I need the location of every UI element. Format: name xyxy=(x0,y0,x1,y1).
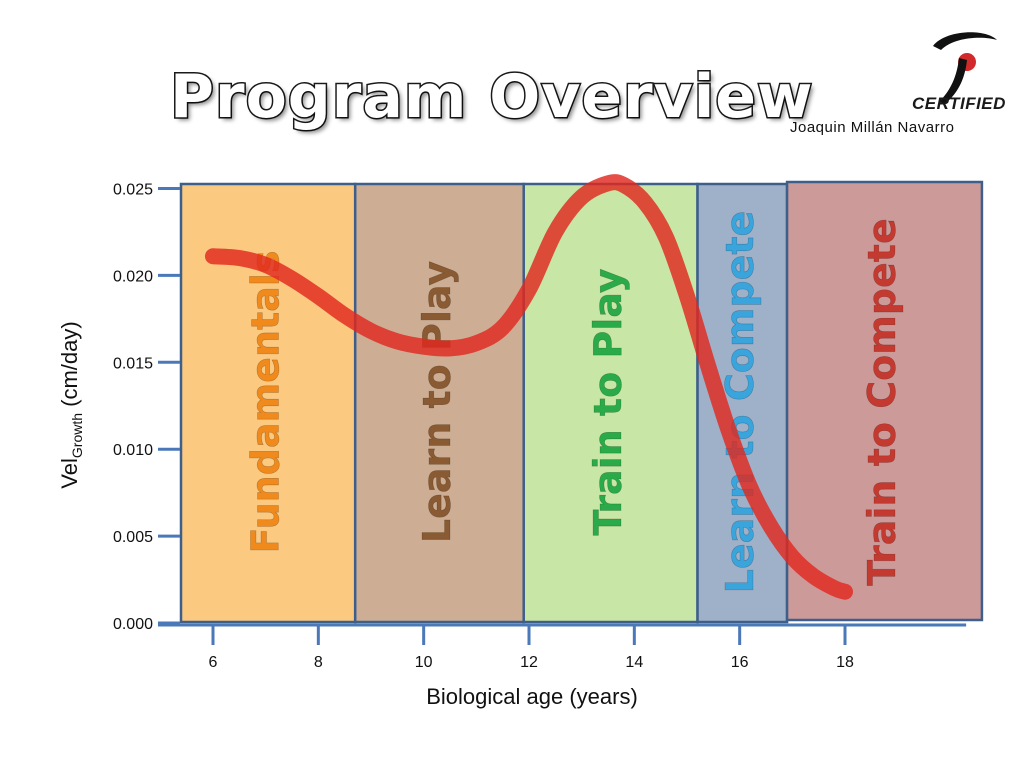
x-tick-label: 12 xyxy=(520,654,538,671)
stage-label-train-to-compete: Train to Compete xyxy=(860,218,904,585)
curve-layer xyxy=(205,174,853,600)
x-ticks: 6 8 10 12 14 16 18 xyxy=(209,625,854,671)
stage-bands xyxy=(179,180,984,624)
stage-labels: Fundamentals Learn to Play Train to Play Le… xyxy=(243,210,904,593)
y-ticks: 0.000 0.005 0.010 0.015 0.020 0.025 xyxy=(113,181,180,633)
x-axis-title: Biological age (years) xyxy=(426,684,638,709)
y-tick-label: 0.000 xyxy=(113,616,153,633)
stage-band-train-to-compete xyxy=(785,180,984,622)
y-tick-label: 0.020 xyxy=(113,268,153,285)
y-axis-title-sub: Growth xyxy=(69,413,85,458)
y-axis-title-main: Vel xyxy=(57,458,82,489)
x-tick-label: 14 xyxy=(625,654,643,671)
stage-label-learn-to-play: Learn to Play xyxy=(415,261,459,544)
page-title: Program Overview xyxy=(168,61,814,134)
x-tick-label: 8 xyxy=(314,654,323,671)
y-tick-label: 0.015 xyxy=(113,355,153,372)
x-tick-label: 10 xyxy=(415,654,433,671)
certified-badge: CERTIFIED xyxy=(912,94,1006,113)
y-tick-label: 0.010 xyxy=(113,442,153,459)
y-tick-label: 0.005 xyxy=(113,529,153,546)
growth-velocity-curve xyxy=(205,174,853,600)
y-axis-title-unit: (cm/day) xyxy=(57,321,82,413)
stage-band-learn-to-play xyxy=(353,182,525,624)
stage-label-train-to-play: Train to Play xyxy=(586,268,630,535)
y-axis-title: VelGrowth (cm/day) xyxy=(57,321,85,488)
stage-label-fundamentals: Fundamentals xyxy=(244,251,288,554)
author-name: Joaquin Millán Navarro xyxy=(790,119,955,136)
certified-logo-icon xyxy=(933,32,997,104)
x-tick-label: 18 xyxy=(836,654,854,671)
axes xyxy=(158,623,967,627)
x-tick-label: 6 xyxy=(209,654,218,671)
x-tick-label: 16 xyxy=(731,654,749,671)
y-tick-label: 0.025 xyxy=(113,181,153,198)
